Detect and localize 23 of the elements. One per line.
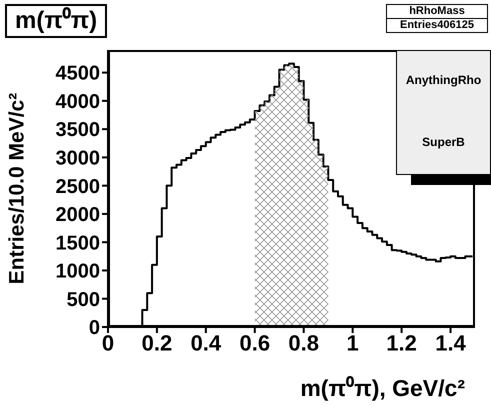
annotation: AnythingRho	[404, 73, 482, 87]
x-axis-title: m(π⁰π), GeV/c²	[300, 375, 466, 401]
label-box: AnythingRho SuperB	[396, 50, 491, 175]
x-tick-label: 0.6	[240, 330, 270, 356]
y-tick-label: 3500	[56, 119, 100, 142]
stats-box: hRhoMass Entries406125	[386, 4, 488, 33]
x-tick-label: 0.2	[142, 330, 172, 356]
x-tick-label: 1	[346, 330, 359, 356]
x-tick-label: 0.4	[190, 330, 222, 356]
y-axis-title: Entries/10.0 MeV/c²	[5, 92, 28, 284]
y-tick-label: 1500	[56, 232, 100, 254]
x-tick-label: 1.2	[386, 330, 417, 356]
y-tick-label: 2500	[56, 176, 100, 198]
y-tick-label: 4500	[56, 62, 100, 85]
y-tick-label: 2000	[56, 204, 100, 226]
annotation: SuperB	[421, 135, 466, 149]
y-tick-label: 500	[66, 288, 100, 311]
x-tick-label: 1.4	[435, 330, 467, 356]
y-tick-label: 3000	[56, 148, 100, 170]
y-tick-label: 1000	[56, 260, 100, 283]
chart-title: m(π⁰π)	[5, 4, 108, 38]
y-tick-label: 4000	[56, 90, 100, 113]
x-tick-label: 0.8	[288, 330, 320, 356]
